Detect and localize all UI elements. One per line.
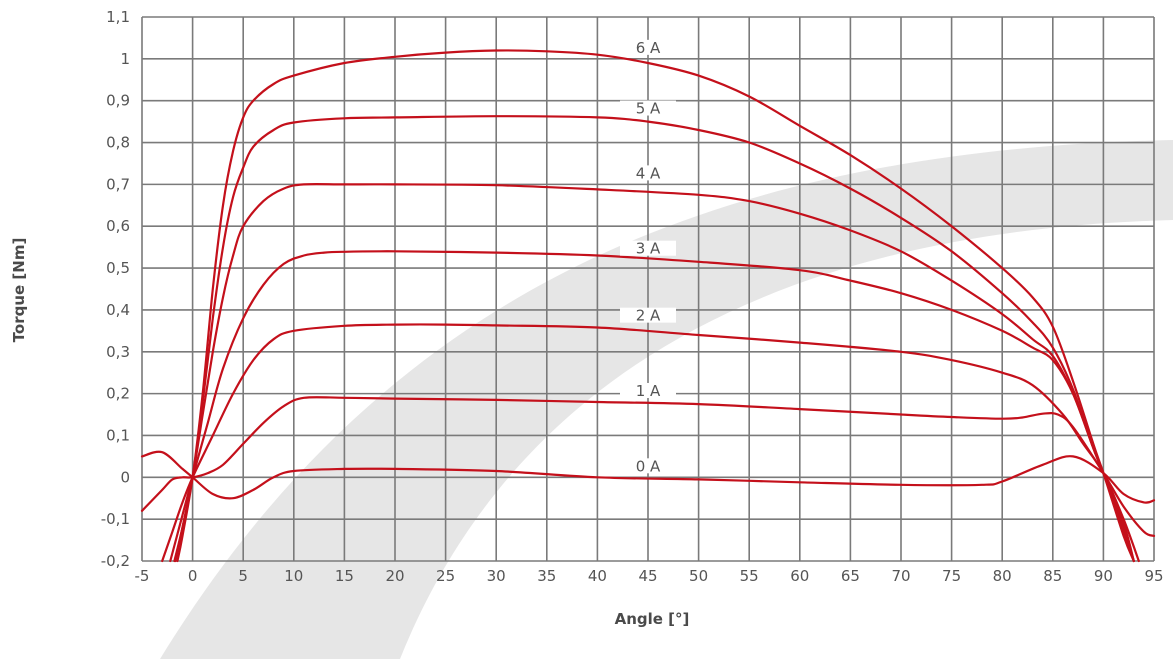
series-label-background: [620, 100, 676, 116]
tick-labels: -5 0 5 10 15 20 25 30 35 40 45 50 55 60 65 70 75 80 85 90 95…: [101, 8, 1164, 585]
y-tick-label: 0,7: [106, 175, 130, 193]
y-axis-title: Torque [Nm]: [10, 238, 28, 343]
x-tick-label: 55: [740, 567, 759, 585]
x-tick-label: 70: [891, 567, 910, 585]
y-tick-label: 0,4: [106, 301, 130, 319]
x-tick-label: 75: [942, 567, 961, 585]
curve-labels: 0 A 1 A 2 A 3 A 4 A 5 A 6 A: [620, 39, 676, 475]
series-label-group: 1 A: [620, 382, 676, 400]
grid: [141, 16, 1155, 562]
series-label-background: [620, 165, 676, 181]
x-axis-title: Angle [°]: [615, 610, 690, 628]
curves: [140, 49, 1156, 563]
y-tick-label: 1,1: [106, 8, 130, 26]
series-label-group: 5 A: [620, 100, 676, 118]
series-label-background: [620, 39, 676, 55]
y-tick-label: 0,1: [106, 426, 130, 444]
y-tick-label: -0,2: [101, 552, 130, 570]
x-tick-label: 35: [537, 567, 556, 585]
y-tick-label: 1: [120, 50, 130, 68]
series-line-5a: [174, 115, 1135, 563]
series-label: 6 A: [636, 39, 661, 57]
series-label-group: 3 A: [620, 240, 676, 258]
series-line-0a: [140, 450, 1156, 504]
series-label-background: [620, 240, 676, 256]
x-tick-label: 30: [487, 567, 506, 585]
x-tick-label: 15: [335, 567, 354, 585]
series-line-6a: [176, 49, 1135, 563]
y-tick-label: 0,8: [106, 134, 130, 152]
x-tick-label: 65: [841, 567, 860, 585]
series-label-group: 6 A: [620, 39, 676, 57]
x-tick-label: -5: [135, 567, 150, 585]
x-tick-label: 10: [284, 567, 303, 585]
y-tick-label: 0,3: [106, 343, 130, 361]
y-tick-label: 0,9: [106, 92, 130, 110]
background-arc: [160, 140, 1173, 659]
x-tick-label: 60: [790, 567, 809, 585]
y-tick-label: 0,6: [106, 217, 130, 235]
y-tick-label: -0,1: [101, 510, 130, 528]
series-label: 5 A: [636, 100, 661, 118]
x-tick-label: 85: [1043, 567, 1062, 585]
series-label-group: 4 A: [620, 164, 676, 182]
series-line-4a: [173, 182, 1135, 563]
y-tick-label: 0: [120, 468, 130, 486]
series-label: 2 A: [636, 307, 661, 325]
x-tick-label: 80: [993, 567, 1012, 585]
x-tick-label: 40: [588, 567, 607, 585]
series-label-background: [620, 307, 676, 323]
series-label: 1 A: [636, 382, 661, 400]
series-label-group: 0 A: [620, 457, 676, 475]
series-line-1a: [140, 396, 1156, 537]
series-label-background: [620, 382, 676, 398]
x-tick-label: 25: [436, 567, 455, 585]
series-line-2a: [161, 323, 1140, 563]
series-label: 0 A: [636, 457, 661, 475]
series-label: 4 A: [636, 164, 661, 182]
x-tick-label: 45: [638, 567, 657, 585]
x-tick-label: 50: [689, 567, 708, 585]
y-tick-label: 0,2: [106, 385, 130, 403]
series-label-group: 2 A: [620, 307, 676, 325]
series-label: 3 A: [636, 240, 661, 258]
y-tick-label: 0,5: [106, 259, 130, 277]
x-tick-label: 0: [188, 567, 198, 585]
x-tick-label: 5: [238, 567, 248, 585]
x-tick-label: 90: [1094, 567, 1113, 585]
x-tick-label: 20: [385, 567, 404, 585]
series-label-background: [620, 458, 676, 474]
x-tick-label: 95: [1144, 567, 1163, 585]
